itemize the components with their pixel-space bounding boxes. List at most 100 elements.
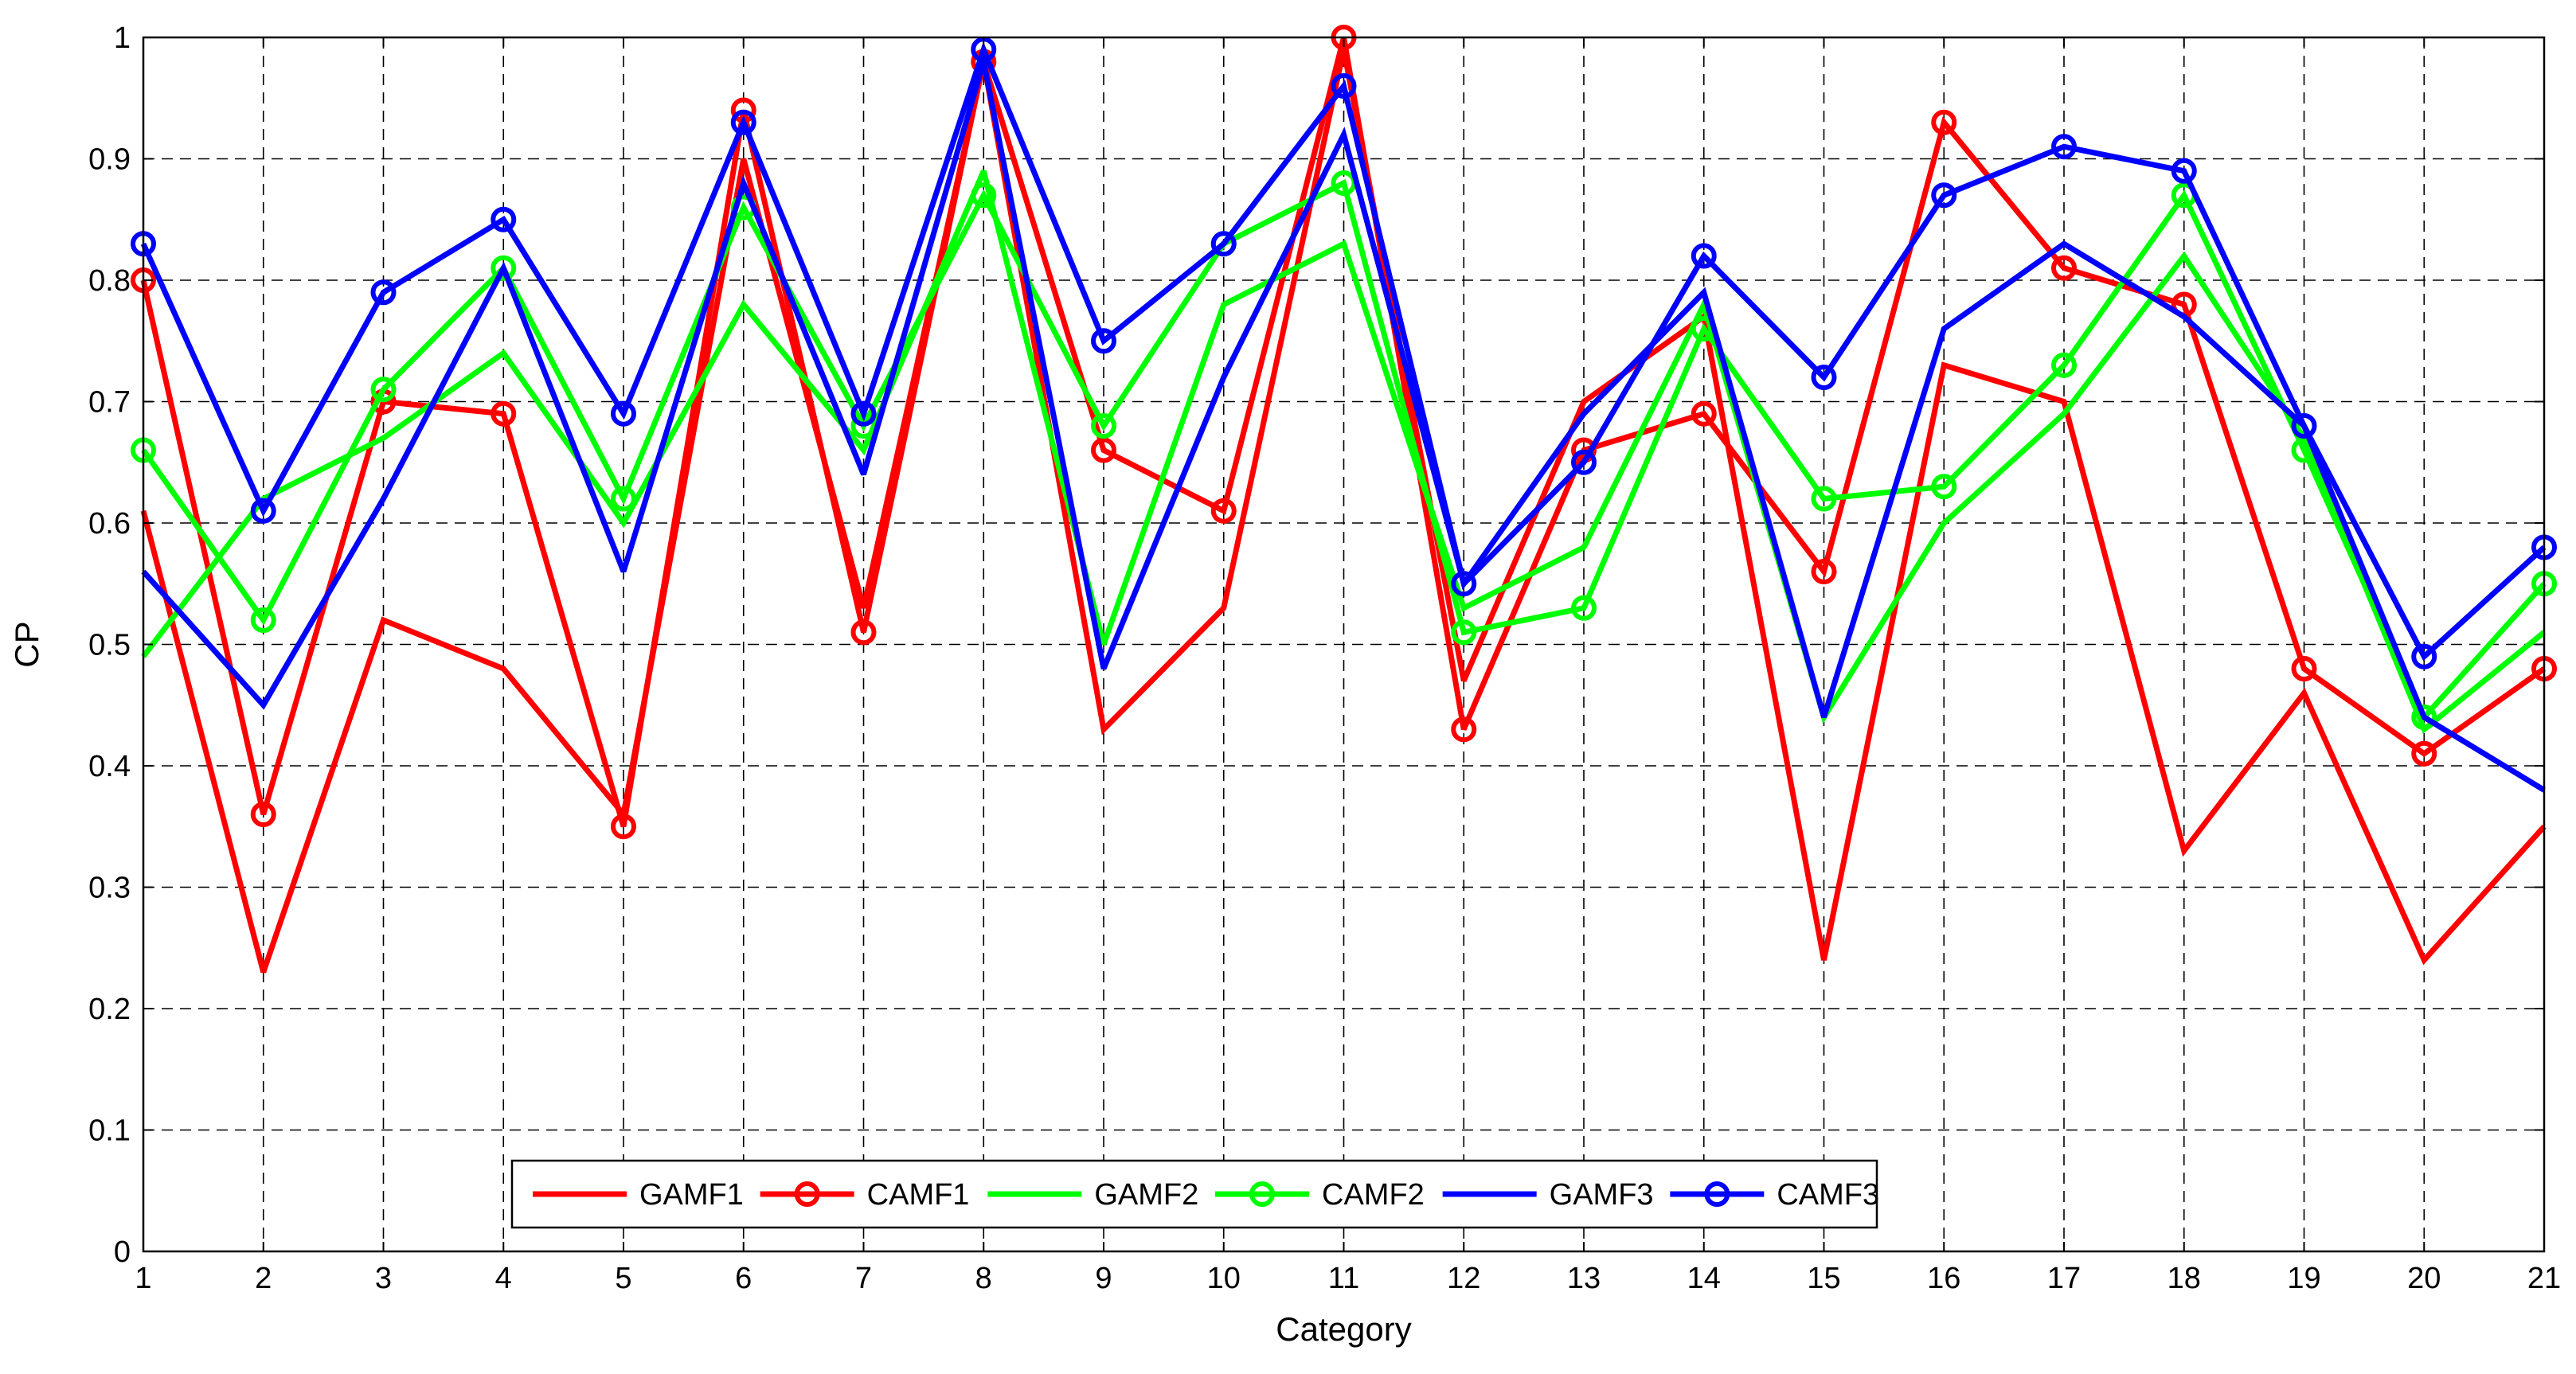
data-point-camf2 [2411,705,2437,730]
x-tick-label: 2 [255,1262,272,1295]
data-point-camf3 [1691,243,1717,269]
x-tick-label: 17 [2047,1262,2081,1295]
x-tick-label: 1 [135,1262,151,1295]
data-point-camf3 [2291,413,2317,439]
data-point-camf3 [1451,571,1477,597]
x-tick-label: 15 [1807,1262,1840,1295]
legend-marker-swatch [794,1181,820,1207]
data-point-camf2 [1931,474,1957,500]
x-tick-label: 19 [2287,1262,2320,1295]
legend-label: GAMF3 [1550,1178,1654,1212]
data-point-camf1 [2291,656,2317,681]
data-point-camf2 [491,255,517,281]
data-point-camf3 [1331,73,1357,99]
data-point-camf3 [2171,158,2197,184]
y-axis-title: CP [8,621,45,667]
data-point-camf3 [2051,134,2077,160]
y-tick-label: 1 [114,21,131,55]
x-tick-label: 16 [1927,1262,1960,1295]
data-point-camf3 [2411,643,2437,669]
legend-item: GAMF1 [533,1178,744,1212]
legend: GAMF1 CAMF1 GAMF2 CAMF2 GAMF3 CAMF3 [510,1159,1879,1229]
y-tick-label: 0.3 [88,872,131,905]
legend-item: CAMF2 [1215,1178,1425,1212]
x-tick-label: 4 [495,1262,512,1295]
data-point-camf3 [370,279,397,306]
legend-label: CAMF2 [1322,1178,1425,1212]
series-gamf2 [141,170,2547,734]
y-tick-label: 0.4 [88,750,131,783]
data-point-camf3 [250,498,276,524]
x-tick-label: 20 [2407,1262,2441,1295]
data-point-camf1 [2411,740,2437,767]
x-tick-label: 18 [2168,1262,2201,1295]
x-tick-label: 7 [855,1262,872,1295]
data-point-camf2 [971,182,997,209]
x-tick-label: 13 [1567,1262,1601,1295]
x-tick-label: 11 [1328,1262,1359,1295]
y-tick-label: 0 [114,1235,131,1269]
series-gamf3 [141,61,2546,793]
legend-item: GAMF3 [1442,1178,1654,1212]
data-point-camf1 [491,400,517,427]
x-tick-label: 3 [375,1262,392,1295]
legend-label: GAMF2 [1094,1178,1198,1212]
data-point-camf1 [1931,109,1957,135]
y-tick-label: 0.6 [88,507,131,541]
y-tick-label: 0.2 [88,993,131,1026]
series-line-camf3 [140,41,2547,662]
data-point-camf1 [1451,716,1477,743]
data-point-camf3 [1091,328,1116,354]
legend-item: CAMF1 [760,1178,970,1212]
y-tick-label: 0.8 [88,264,131,298]
data-point-camf2 [1091,413,1116,439]
legend-box [510,1159,1878,1229]
x-tick-label: 14 [1687,1262,1721,1295]
data-point-camf3 [730,109,756,135]
x-tick-label: 21 [2527,1262,2561,1295]
series-line-gamf3 [141,61,2546,793]
data-point-camf1 [611,814,636,840]
legend-marker-swatch [1249,1181,1275,1207]
x-tick-label: 10 [1207,1262,1241,1295]
legend-item: GAMF2 [987,1178,1198,1212]
data-point-camf1 [1210,498,1237,524]
data-point-camf2 [2051,352,2077,378]
data-point-camf3 [491,206,517,232]
x-tick-label: 9 [1095,1262,1112,1295]
data-point-camf2 [611,486,636,512]
y-tick-label: 0.1 [88,1114,131,1148]
legend-marker-swatch [1704,1181,1730,1207]
x-tick-label: 8 [975,1262,992,1295]
data-point-camf3 [1811,365,1837,390]
y-tick-label: 0.7 [88,386,131,420]
x-tick-label: 12 [1447,1262,1480,1295]
data-point-camf2 [1811,486,1837,512]
data-point-camf1 [2051,255,2077,281]
y-tick-label: 0.9 [88,143,131,177]
data-point-camf1 [250,802,276,827]
x-axis-title: Category [1276,1310,1411,1348]
x-tick-label: 5 [615,1262,631,1295]
data-point-camf1 [1091,437,1116,463]
ticks: 1 2 3 4 5 6 7 8 9 10 11 12 13 14 15 16 17 18 19 20 2100.10.2… [88,21,2561,1295]
data-point-camf1 [850,619,877,646]
data-point-camf3 [1571,449,1597,475]
x-tick-label: 6 [735,1262,752,1295]
data-point-camf3 [611,400,636,427]
data-point-camf2 [1571,595,1597,621]
y-tick-label: 0.5 [88,629,131,662]
legend-label: CAMF3 [1777,1178,1879,1212]
series-line-gamf2 [141,170,2547,734]
data-point-camf3 [850,400,877,427]
data-point-camf1 [1811,559,1837,584]
data-point-camf3 [1931,182,1957,209]
data-point-camf1 [1691,400,1717,427]
legend-label: CAMF1 [867,1178,970,1212]
data-point-camf2 [250,607,276,633]
series-line-camf2 [141,178,2547,723]
data-point-camf2 [1451,619,1477,646]
legend-label: GAMF1 [639,1178,744,1212]
